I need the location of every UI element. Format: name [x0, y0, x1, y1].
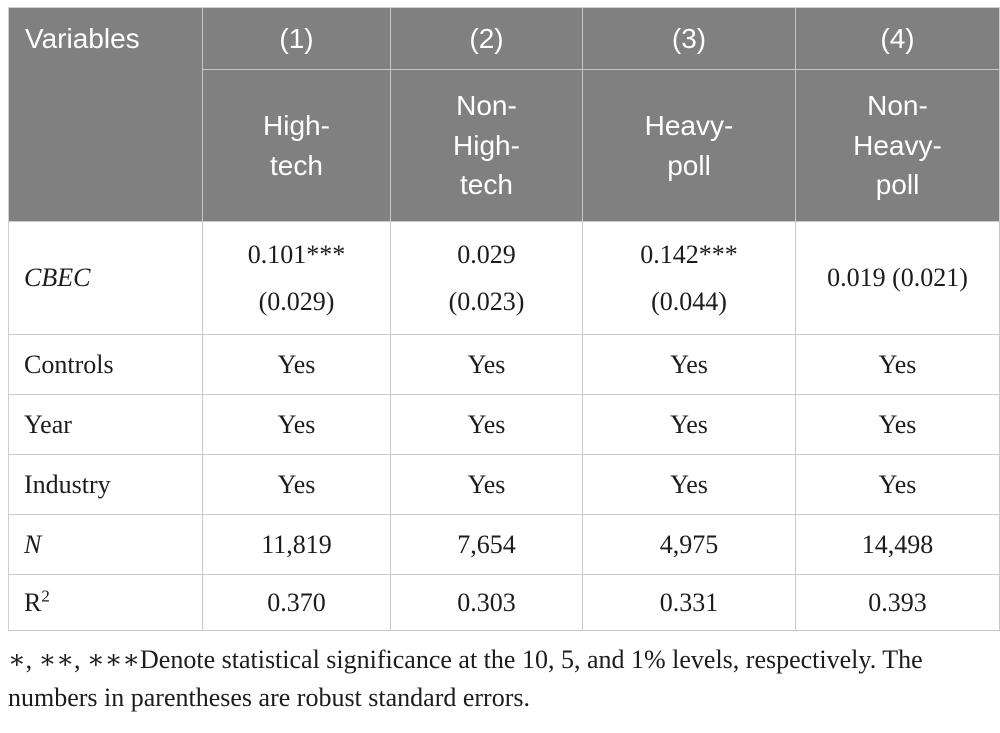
variables-label: Variables	[25, 23, 140, 54]
cell-year-col3: Yes	[583, 395, 796, 455]
cell-r2-col2: 0.303	[391, 575, 583, 631]
cell-r2-col3: 0.331	[583, 575, 796, 631]
cell-year-col1: Yes	[203, 395, 391, 455]
row-r-squared: R2 0.370 0.303 0.331 0.393	[9, 575, 1000, 631]
col-2-name-label: Non-High-tech	[453, 89, 520, 201]
row-label-industry: Industry	[9, 455, 203, 515]
row-observations: N 11,819 7,654 4,975 14,498	[9, 515, 1000, 575]
row-year: Year Yes Yes Yes Yes	[9, 395, 1000, 455]
header-col-1-number: (1)	[203, 8, 391, 70]
cbec-col2-coefficient: 0.029	[457, 239, 516, 269]
cbec-col3-coefficient: 0.142***	[640, 239, 738, 269]
cell-industry-col1: Yes	[203, 455, 391, 515]
row-industry: Industry Yes Yes Yes Yes	[9, 455, 1000, 515]
cell-cbec-col3: 0.142*** (0.044)	[583, 222, 796, 335]
cell-n-col1: 11,819	[203, 515, 391, 575]
col-4-name-label: Non-Heavy-poll	[853, 89, 942, 201]
cell-controls-col2: Yes	[391, 335, 583, 395]
cbec-col1-coefficient: 0.101***	[247, 239, 346, 269]
row-label-controls: Controls	[9, 335, 203, 395]
header-row-group-names: High-tech Non-High-tech Heavy-poll Non-H…	[9, 70, 1000, 222]
header-col-4-name: Non-Heavy-poll	[796, 70, 1000, 222]
regression-results-table: Variables (1) (2) (3) (4) High-tech Non-…	[8, 7, 1000, 631]
header-col-3-number: (3)	[583, 8, 796, 70]
table-footnote: ∗, ∗∗, ∗∗∗Denote statistical significanc…	[8, 641, 1000, 717]
cell-cbec-col2: 0.029 (0.023)	[391, 222, 583, 335]
cell-industry-col3: Yes	[583, 455, 796, 515]
cbec-col2-stderr: (0.023)	[448, 287, 525, 316]
cell-n-col3: 4,975	[583, 515, 796, 575]
row-label-cbec: CBEC	[9, 222, 203, 335]
header-col-2-name: Non-High-tech	[391, 70, 583, 222]
cell-controls-col1: Yes	[203, 335, 391, 395]
cbec-col1-stderr: (0.029)	[258, 287, 335, 316]
cell-industry-col4: Yes	[796, 455, 1000, 515]
header-col-3-name: Heavy-poll	[583, 70, 796, 222]
cbec-col3-stderr: (0.044)	[651, 287, 727, 316]
cell-industry-col2: Yes	[391, 455, 583, 515]
header-col-1-name: High-tech	[203, 70, 391, 222]
cell-n-col4: 14,498	[796, 515, 1000, 575]
cell-cbec-col1: 0.101*** (0.029)	[203, 222, 391, 335]
header-col-4-number: (4)	[796, 8, 1000, 70]
cell-controls-col3: Yes	[583, 335, 796, 395]
row-label-r2: R2	[9, 575, 203, 631]
cell-year-col2: Yes	[391, 395, 583, 455]
r2-superscript: 2	[41, 585, 50, 605]
r2-base: R	[24, 587, 42, 617]
cell-r2-col1: 0.370	[203, 575, 391, 631]
cell-controls-col4: Yes	[796, 335, 1000, 395]
row-cbec: CBEC 0.101*** (0.029) 0.029 (0.023) 0.14…	[9, 222, 1000, 335]
cell-cbec-col4: 0.019 (0.021)	[796, 222, 1000, 335]
row-controls: Controls Yes Yes Yes Yes	[9, 335, 1000, 395]
col-1-name-label: High-tech	[263, 109, 330, 181]
col-3-name-label: Heavy-poll	[644, 109, 734, 181]
cell-n-col2: 7,654	[391, 515, 583, 575]
cell-r2-col4: 0.393	[796, 575, 1000, 631]
row-label-year: Year	[9, 395, 203, 455]
cell-year-col4: Yes	[796, 395, 1000, 455]
header-col-2-number: (2)	[391, 8, 583, 70]
footnote-line-2: numbers in parentheses are robust standa…	[8, 683, 530, 712]
row-label-n: N	[9, 515, 203, 575]
header-variables-cell: Variables	[9, 8, 203, 222]
footnote-line-1: ∗, ∗∗, ∗∗∗Denote statistical significanc…	[8, 645, 923, 674]
header-row-model-numbers: Variables (1) (2) (3) (4)	[9, 8, 1000, 222]
